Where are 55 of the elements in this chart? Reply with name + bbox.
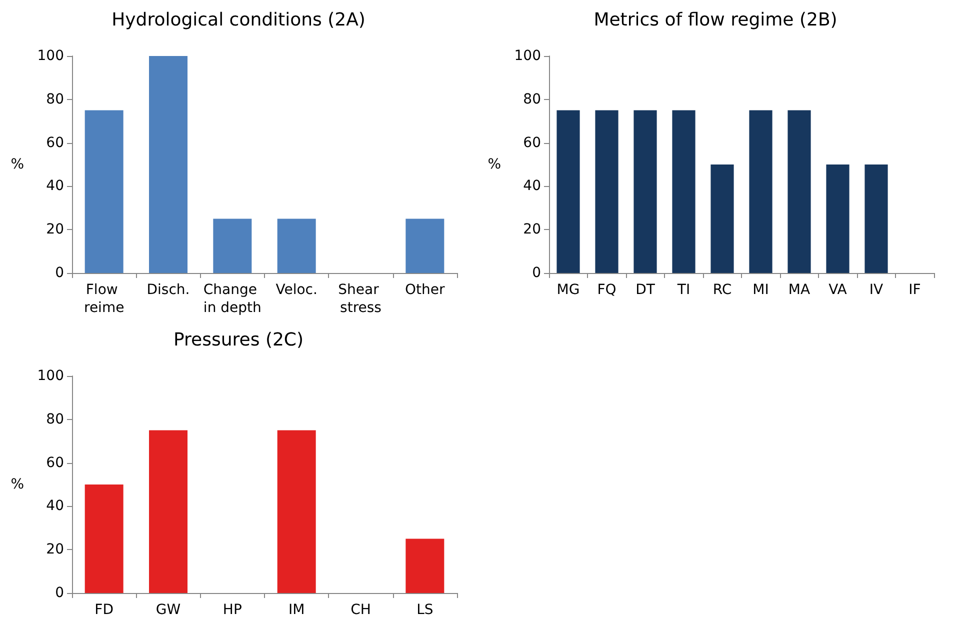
y-tick-label: 80 xyxy=(46,91,64,108)
x-tick-label: Flow reime xyxy=(84,282,124,316)
chart-title: Hydrological conditions (2A) xyxy=(112,10,366,30)
x-tick-label: Disch. xyxy=(146,282,190,298)
x-tick-label: FQ xyxy=(597,282,616,298)
x-tick-label: MA xyxy=(788,282,810,298)
x-tick-label: MI xyxy=(752,282,769,298)
y-tick-label: 20 xyxy=(46,542,64,558)
y-tick-label: 0 xyxy=(55,265,64,281)
x-tick-label: GW xyxy=(156,602,181,618)
x-tick-label: DT xyxy=(636,282,656,298)
y-tick-label: 40 xyxy=(46,178,64,194)
x-tick-label: TI xyxy=(676,282,690,298)
x-tick-label: FD xyxy=(94,602,114,618)
y-tick-label: 60 xyxy=(46,134,64,151)
y-tick-label: 100 xyxy=(37,368,64,384)
x-tick-label: Other xyxy=(405,282,446,298)
y-tick-label: 60 xyxy=(46,454,64,471)
x-tick-label: Shear stress xyxy=(338,282,384,316)
chart-title: Pressures (2C) xyxy=(173,330,304,350)
y-axis-title: % xyxy=(10,476,24,492)
x-tick-label: HP xyxy=(222,602,242,618)
bar xyxy=(406,538,444,593)
x-tick-label: IM xyxy=(288,602,305,618)
x-tick-label: IF xyxy=(908,282,921,298)
x-tick-label: LS xyxy=(416,602,434,618)
x-tick-label: MG xyxy=(556,282,580,298)
x-tick-label: CH xyxy=(350,602,371,618)
y-tick-label: 20 xyxy=(523,222,541,238)
bar xyxy=(149,56,188,273)
x-tick-label: Change in depth xyxy=(203,282,262,316)
y-tick-label: 60 xyxy=(523,134,541,151)
bar xyxy=(213,218,252,273)
y-tick-label: 80 xyxy=(46,411,64,428)
x-tick-label: RC xyxy=(712,282,732,298)
bar xyxy=(149,430,188,593)
chart-title: Metrics of flow regime (2B) xyxy=(594,10,838,30)
y-tick-label: 0 xyxy=(55,585,64,601)
y-tick-label: 40 xyxy=(523,178,541,194)
bar xyxy=(277,218,316,273)
x-tick-label: IV xyxy=(869,282,884,298)
bar xyxy=(84,484,124,593)
y-tick-label: 0 xyxy=(532,265,541,281)
bar xyxy=(84,110,124,273)
y-tick-label: 100 xyxy=(37,48,64,64)
y-tick-label: 100 xyxy=(514,48,541,64)
bar xyxy=(406,218,444,273)
y-tick-label: 80 xyxy=(523,91,541,108)
x-tick-label: Veloc. xyxy=(276,282,318,298)
bar xyxy=(277,430,316,593)
y-axis-title: % xyxy=(10,156,24,172)
y-tick-label: 40 xyxy=(46,498,64,514)
x-tick-label: VA xyxy=(828,282,848,298)
y-tick-label: 20 xyxy=(46,222,64,238)
y-axis-title: % xyxy=(488,156,501,172)
